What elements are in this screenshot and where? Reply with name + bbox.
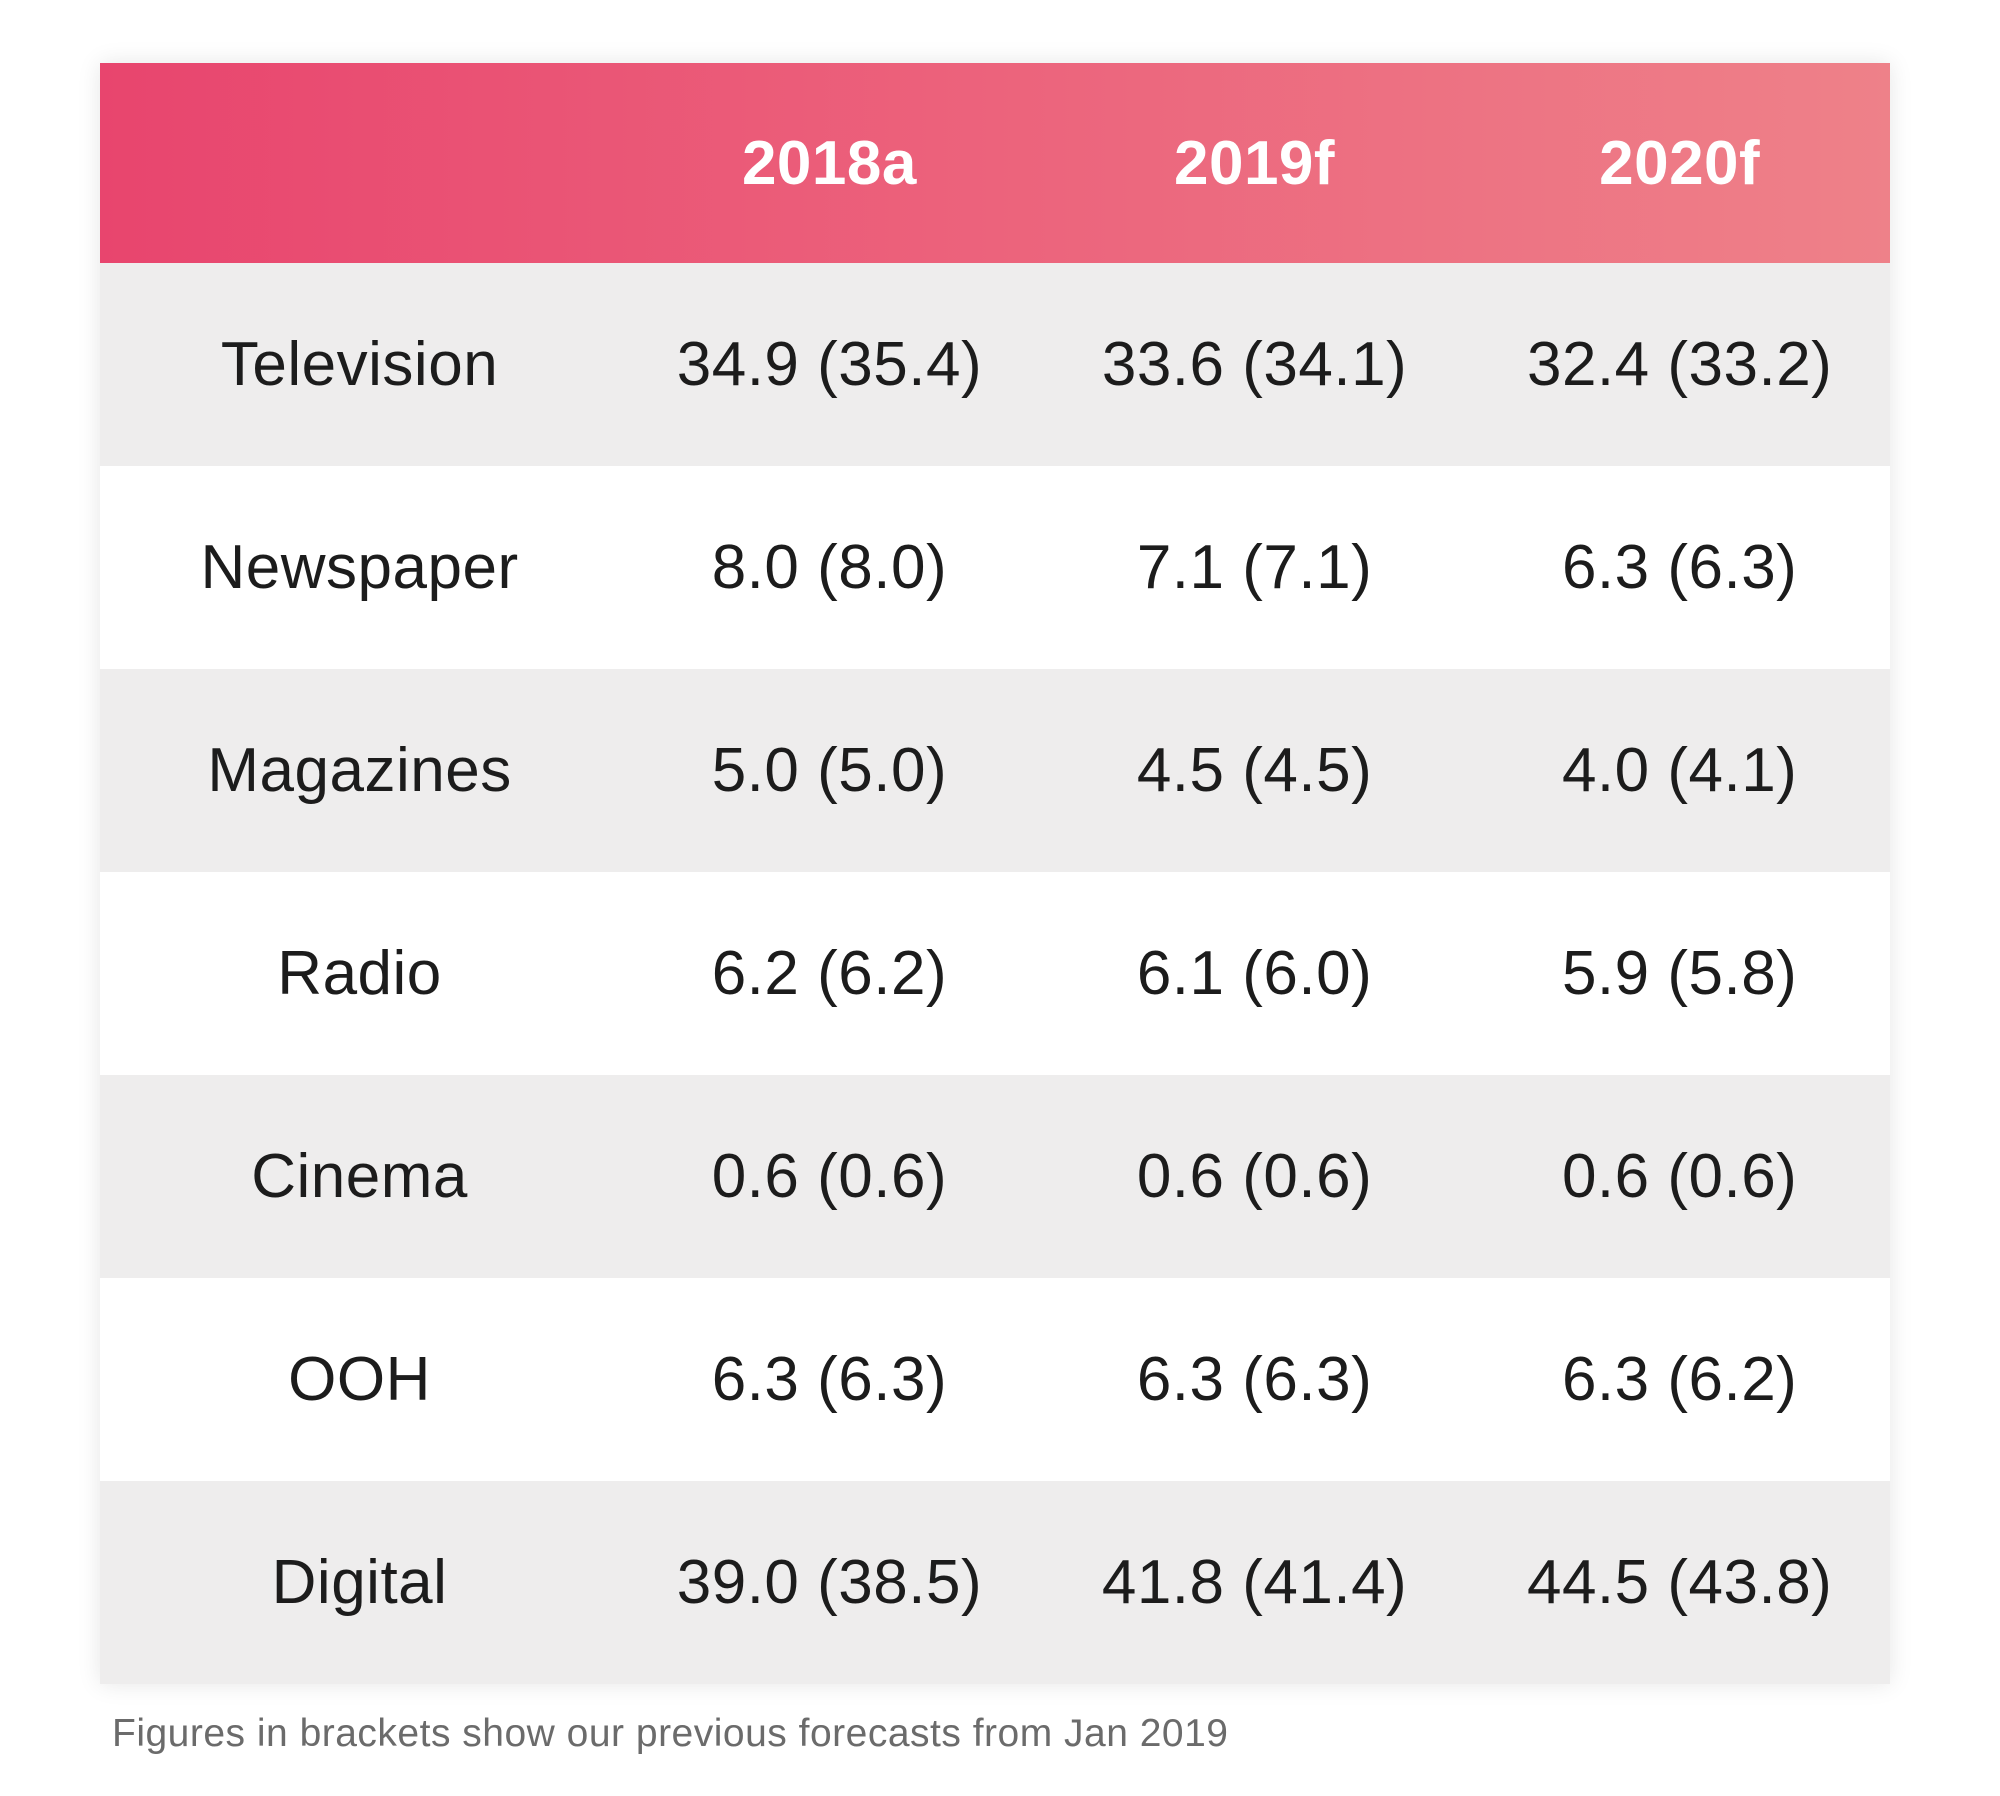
table-row-radio: Radio 6.2 (6.2) 6.1 (6.0) 5.9 (5.8) bbox=[100, 872, 1890, 1075]
cell-value: 33.6 (34.1) bbox=[1101, 330, 1408, 399]
table-row-newspaper: Newspaper 8.0 (8.0) 7.1 (7.1) 6.3 (6.3) bbox=[100, 466, 1890, 669]
table-row-ooh: OOH 6.3 (6.3) 6.3 (6.3) 6.3 (6.2) bbox=[100, 1278, 1890, 1481]
row-label: OOH bbox=[288, 1345, 431, 1414]
cell-value: 0.6 (0.6) bbox=[1136, 1142, 1373, 1211]
cell-value: 6.3 (6.3) bbox=[1136, 1345, 1373, 1414]
table-row-television: Television 34.9 (35.4) 33.6 (34.1) 32.4 … bbox=[100, 263, 1890, 466]
media-forecast-table: 2018a 2019f 2020f Television 34.9 (35.4)… bbox=[100, 63, 1890, 1684]
header-cell-2019f: 2019f bbox=[1173, 128, 1336, 198]
table-row-magazines: Magazines 5.0 (5.0) 4.5 (4.5) 4.0 (4.1) bbox=[100, 669, 1890, 872]
row-label: Magazines bbox=[207, 736, 512, 805]
cell-value: 4.5 (4.5) bbox=[1136, 736, 1373, 805]
table-header-row: 2018a 2019f 2020f bbox=[100, 63, 1890, 263]
header-cell-2018a: 2018a bbox=[741, 128, 917, 198]
cell-value: 6.3 (6.2) bbox=[1561, 1345, 1798, 1414]
cell-value: 4.0 (4.1) bbox=[1561, 736, 1798, 805]
cell-value: 0.6 (0.6) bbox=[711, 1142, 948, 1211]
cell-value: 5.9 (5.8) bbox=[1561, 939, 1798, 1008]
cell-value: 6.3 (6.3) bbox=[711, 1345, 948, 1414]
row-label: Radio bbox=[277, 939, 442, 1008]
table-row-digital: Digital 39.0 (38.5) 41.8 (41.4) 44.5 (43… bbox=[100, 1481, 1890, 1684]
row-label: Television bbox=[220, 330, 499, 399]
table-row-cinema: Cinema 0.6 (0.6) 0.6 (0.6) 0.6 (0.6) bbox=[100, 1075, 1890, 1278]
cell-value: 5.0 (5.0) bbox=[711, 736, 948, 805]
cell-value: 7.1 (7.1) bbox=[1136, 533, 1373, 602]
cell-value: 41.8 (41.4) bbox=[1101, 1548, 1408, 1617]
cell-value: 6.2 (6.2) bbox=[711, 939, 948, 1008]
cell-value: 39.0 (38.5) bbox=[676, 1548, 983, 1617]
row-label: Digital bbox=[271, 1548, 448, 1617]
footnote-text: Figures in brackets show our previous fo… bbox=[112, 1712, 1229, 1755]
header-cell-2020f: 2020f bbox=[1599, 128, 1761, 198]
cell-value: 6.3 (6.3) bbox=[1561, 533, 1798, 602]
cell-value: 34.9 (35.4) bbox=[676, 330, 983, 399]
cell-value: 32.4 (33.2) bbox=[1526, 330, 1833, 399]
row-label: Newspaper bbox=[200, 533, 519, 602]
cell-value: 8.0 (8.0) bbox=[711, 533, 948, 602]
cell-value: 6.1 (6.0) bbox=[1136, 939, 1373, 1008]
cell-value: 44.5 (43.8) bbox=[1526, 1548, 1833, 1617]
row-label: Cinema bbox=[251, 1142, 468, 1211]
cell-value: 0.6 (0.6) bbox=[1561, 1142, 1798, 1211]
